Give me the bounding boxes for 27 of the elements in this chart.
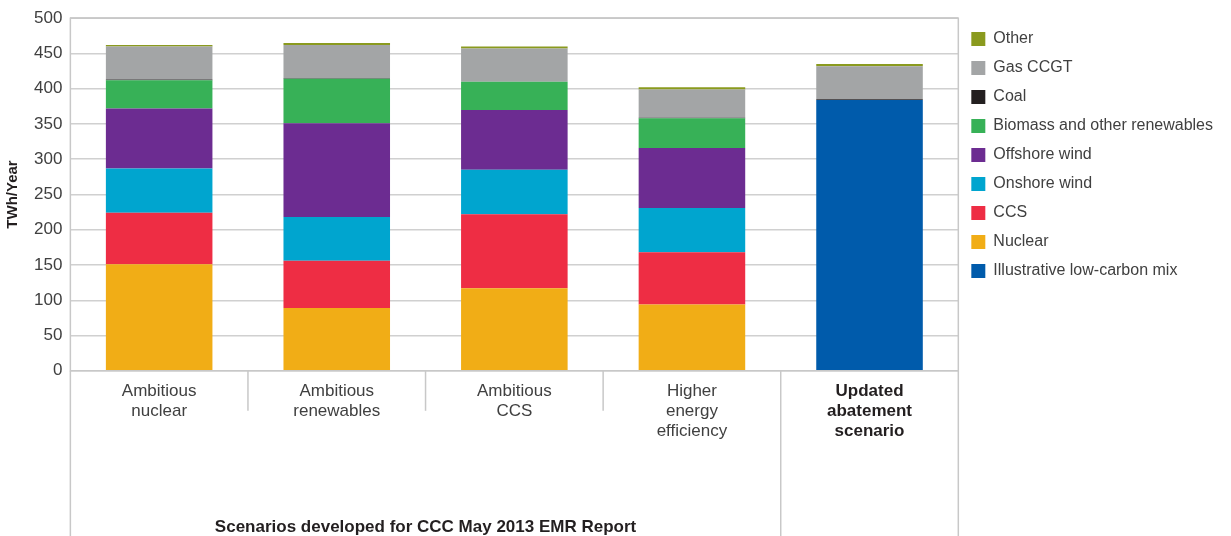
y-tick-label: 450 xyxy=(33,43,63,63)
y-tick-label: 300 xyxy=(33,148,63,168)
legend-label: Nuclear xyxy=(993,232,1050,250)
x-tick-label: Ambitious renewables xyxy=(293,380,381,421)
y-tick-label: 400 xyxy=(33,78,63,98)
y-tick-label: 350 xyxy=(33,113,63,133)
y-tick-label: 0 xyxy=(52,360,63,380)
legend-label: Other xyxy=(993,29,1035,47)
legend-label: Illustrative low-carbon mix xyxy=(993,261,1178,279)
y-tick-label: 250 xyxy=(33,184,63,204)
y-tick-label: 500 xyxy=(33,7,63,27)
x-tick-label: Ambitious nuclear xyxy=(121,380,197,421)
text: Scenarios developed for CCC May 2013 EMR Report xyxy=(214,517,637,536)
legend-label: CCS xyxy=(993,203,1028,221)
x-tick-label: Ambitious CCS xyxy=(477,380,552,421)
x-tick-label: Higher energy efficiency xyxy=(656,380,728,441)
legend-label: Offshore wind xyxy=(993,145,1092,163)
y-axis-title: TWh/Year xyxy=(3,160,21,229)
legend-label: Onshore wind xyxy=(993,174,1093,192)
y-tick-label: 50 xyxy=(43,325,63,345)
legend-label: Biomass and other renewables xyxy=(993,116,1214,134)
x-tick-label: Updated abatement scenario xyxy=(827,380,913,441)
y-tick-label: 200 xyxy=(33,219,63,239)
y-tick-label: 100 xyxy=(33,289,63,309)
y-tick-label: 150 xyxy=(33,254,63,274)
legend-label: Coal xyxy=(993,87,1027,105)
legend-label: Gas CCGT xyxy=(993,58,1073,76)
